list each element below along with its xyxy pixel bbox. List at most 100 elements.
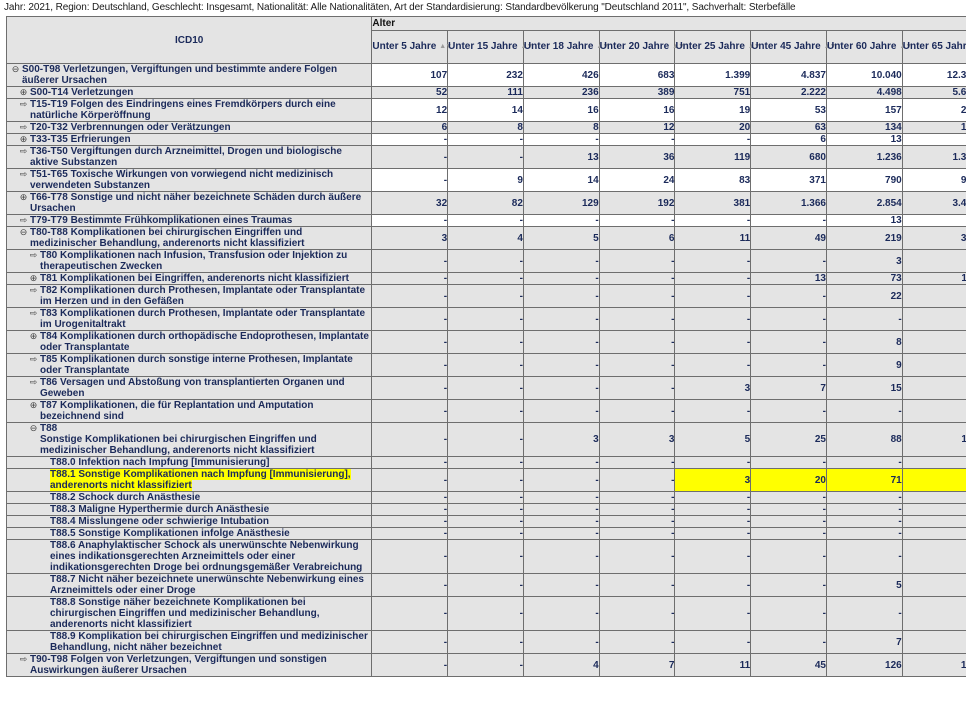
data-cell[interactable]: 37: [901, 284, 966, 308]
row-label-cell[interactable]: ⇨ T83 Komplikationen durch Prothesen, Imp…: [6, 307, 373, 331]
data-cell[interactable]: 36: [598, 145, 676, 169]
data-cell[interactable]: -: [522, 596, 600, 631]
data-cell[interactable]: 20: [750, 468, 827, 492]
data-cell[interactable]: -: [598, 456, 676, 469]
data-cell[interactable]: -: [447, 284, 524, 308]
row-header-icd10[interactable]: ICD10: [6, 16, 373, 64]
data-cell[interactable]: 5: [825, 573, 903, 597]
column-header-6[interactable]: Unter 60 Jahre▲▼: [825, 29, 912, 65]
data-cell[interactable]: 22: [825, 284, 903, 308]
data-cell[interactable]: 82: [447, 191, 524, 215]
data-cell[interactable]: -: [598, 284, 676, 308]
data-cell[interactable]: -: [447, 468, 524, 492]
data-cell[interactable]: 20: [901, 376, 966, 400]
data-cell[interactable]: -: [447, 653, 524, 677]
data-cell[interactable]: 13: [825, 133, 903, 146]
data-cell[interactable]: -: [901, 491, 966, 504]
data-cell[interactable]: 5.637: [901, 86, 966, 99]
data-cell[interactable]: 8: [825, 330, 903, 354]
data-cell[interactable]: -: [750, 527, 827, 540]
data-cell[interactable]: -: [901, 399, 966, 423]
data-cell[interactable]: -: [750, 503, 827, 516]
data-cell[interactable]: 88: [825, 422, 903, 457]
data-cell[interactable]: -: [522, 468, 600, 492]
table-row[interactable]: ⇨ T90-T98 Folgen von Verletzungen, Vergif…: [6, 653, 966, 677]
data-cell[interactable]: 13: [522, 145, 600, 169]
table-row[interactable]: ⇨ T79-T79 Bestimmte Frühkomplikationen ei…: [6, 214, 966, 227]
data-cell[interactable]: -: [447, 399, 524, 423]
row-label-cell[interactable]: ⇨ T79-T79 Bestimmte Frühkomplikationen ei…: [6, 214, 373, 227]
data-cell[interactable]: -: [447, 596, 524, 631]
expand-toggle-icon[interactable]: ⇨: [29, 308, 38, 318]
data-cell[interactable]: -: [371, 515, 449, 528]
data-cell[interactable]: 16: [522, 98, 600, 122]
expand-toggle-icon[interactable]: ⇨: [29, 285, 38, 295]
data-cell[interactable]: -: [522, 527, 600, 540]
data-cell[interactable]: -: [674, 284, 752, 308]
data-cell[interactable]: -: [447, 491, 524, 504]
data-cell[interactable]: -: [674, 573, 752, 597]
data-cell[interactable]: -: [522, 133, 600, 146]
data-cell[interactable]: -: [674, 272, 752, 285]
column-header-1[interactable]: Unter 15 Jahre▲▼: [447, 29, 533, 65]
data-cell[interactable]: 2.854: [825, 191, 903, 215]
expand-toggle-icon[interactable]: ⇨: [19, 169, 28, 179]
table-row[interactable]: ⊖ T88 Sonstige Komplikationen bei chirurgi…: [6, 422, 966, 457]
data-cell[interactable]: -: [522, 376, 600, 400]
data-cell[interactable]: -: [750, 284, 827, 308]
data-cell[interactable]: 107: [371, 63, 449, 87]
data-cell[interactable]: -: [674, 596, 752, 631]
data-cell[interactable]: 45: [750, 653, 827, 677]
data-cell[interactable]: -: [522, 284, 600, 308]
data-cell[interactable]: -: [598, 527, 676, 540]
data-cell[interactable]: -: [750, 214, 827, 227]
row-label-cell[interactable]: ⇨ T85 Komplikationen durch sonstige inter…: [6, 353, 373, 377]
data-cell[interactable]: 9: [901, 630, 966, 654]
data-cell[interactable]: -: [447, 249, 524, 273]
row-label-cell[interactable]: ⇨ T80 Komplikationen nach Infusion, Trans…: [6, 249, 373, 273]
data-cell[interactable]: -: [825, 491, 903, 504]
data-cell[interactable]: 6: [750, 133, 827, 146]
data-cell[interactable]: -: [598, 539, 676, 574]
data-cell[interactable]: -: [750, 353, 827, 377]
data-cell[interactable]: -: [750, 399, 827, 423]
data-cell[interactable]: 12: [371, 98, 449, 122]
data-cell[interactable]: 15: [901, 353, 966, 377]
data-cell[interactable]: -: [371, 630, 449, 654]
table-row[interactable]: ⇨ T20-T32 Verbrennungen oder Verätzungen 6…: [6, 121, 966, 134]
data-cell[interactable]: -: [674, 527, 752, 540]
data-cell[interactable]: -: [598, 491, 676, 504]
data-cell[interactable]: -: [522, 630, 600, 654]
table-row[interactable]: T88.1 Sonstige Komplikationen nach Impfu…: [6, 468, 966, 492]
data-cell[interactable]: 236: [522, 86, 600, 99]
data-cell[interactable]: 1.395: [901, 145, 966, 169]
data-cell[interactable]: -: [674, 515, 752, 528]
table-row[interactable]: ⊖ S00-T98 Verletzungen, Vergiftungen und …: [6, 63, 966, 87]
data-cell[interactable]: 71: [825, 468, 903, 492]
data-cell[interactable]: -: [447, 422, 524, 457]
table-row[interactable]: ⇨ T51-T65 Toxische Wirkungen von vorwiege…: [6, 168, 966, 192]
data-cell[interactable]: -: [447, 539, 524, 574]
data-cell[interactable]: -: [598, 630, 676, 654]
data-cell[interactable]: -: [447, 527, 524, 540]
data-cell[interactable]: 126: [825, 653, 903, 677]
data-cell[interactable]: 790: [825, 168, 903, 192]
table-row[interactable]: ⇨ T36-T50 Vergiftungen durch Arzneimittel…: [6, 145, 966, 169]
data-cell[interactable]: -: [522, 399, 600, 423]
data-cell[interactable]: 12.351: [901, 63, 966, 87]
collapse-toggle-icon[interactable]: ⊖: [29, 423, 38, 433]
table-row[interactable]: T88.6 Anaphylaktischer Schock als unerwü…: [6, 539, 966, 574]
table-row[interactable]: ⇨ T80 Komplikationen nach Infusion, Trans…: [6, 249, 966, 273]
data-cell[interactable]: 129: [522, 191, 600, 215]
data-cell[interactable]: -: [825, 399, 903, 423]
table-row[interactable]: ⊕ T66-T78 Sonstige und nicht näher bezeic…: [6, 191, 966, 215]
data-cell[interactable]: -: [825, 503, 903, 516]
data-cell[interactable]: 7: [825, 630, 903, 654]
data-cell[interactable]: 16: [598, 98, 676, 122]
expand-toggle-icon[interactable]: ⊕: [29, 273, 38, 283]
data-cell[interactable]: -: [447, 456, 524, 469]
table-row[interactable]: T88.9 Komplikation bei chirurgischen Ein…: [6, 630, 966, 654]
table-row[interactable]: ⇨ T82 Komplikationen durch Prothesen, Imp…: [6, 284, 966, 308]
data-cell[interactable]: 11: [674, 226, 752, 250]
data-cell[interactable]: -: [371, 133, 449, 146]
